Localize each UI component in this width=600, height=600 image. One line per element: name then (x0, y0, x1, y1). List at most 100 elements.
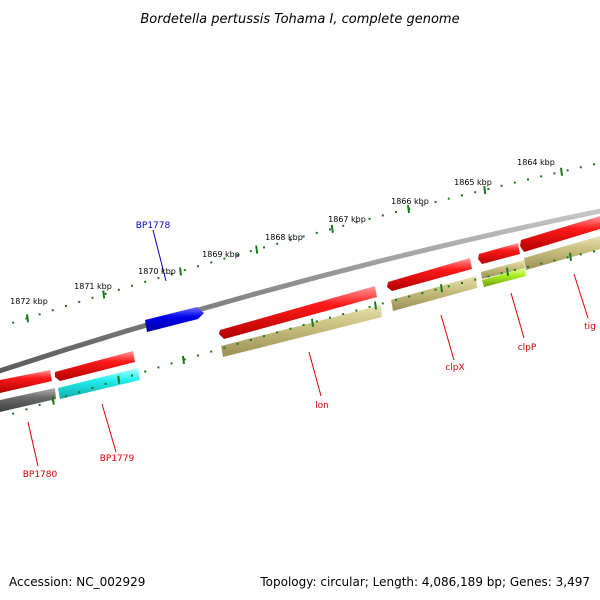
ruler-minor-tick (553, 172, 556, 175)
gene-bp1778-forward[interactable] (145, 307, 204, 332)
gene-clpx[interactable] (387, 258, 472, 291)
ruler-minor-tick (183, 358, 186, 361)
genome-backbone (0, 208, 600, 374)
ruler-minor-tick (65, 395, 67, 398)
ruler-minor-tick (355, 309, 358, 312)
leader-bp1778 (152, 229, 167, 282)
ruler-minor-tick (51, 309, 54, 312)
ruler-tick-label: 1868 kbp (265, 233, 303, 242)
label-lon[interactable]: lon (315, 401, 329, 411)
gene-tig[interactable] (520, 216, 600, 252)
ruler-minor-tick (12, 412, 15, 415)
ruler-major-tick (506, 267, 509, 276)
ruler-minor-tick (289, 327, 292, 330)
cog-bar-bp1780 (0, 388, 56, 412)
map-title: Bordetella pertussis Tohama I, complete … (140, 12, 459, 27)
ruler-minor-tick (381, 302, 384, 305)
ruler-minor-tick (91, 296, 94, 299)
ruler-tick-label: 1871 kbp (74, 282, 112, 291)
ruler-minor-tick (197, 265, 199, 268)
ruler-minor-tick (223, 346, 226, 349)
gene-clpp[interactable] (478, 243, 520, 264)
leader-bp1779 (101, 403, 117, 453)
ruler-minor-tick (421, 204, 424, 207)
ruler-minor-tick (223, 257, 226, 260)
label-bp1778[interactable]: BP1778 (136, 221, 171, 231)
cog-bar-clpx (391, 276, 477, 311)
ruler-minor-tick (395, 211, 397, 213)
gene-lon[interactable] (219, 286, 377, 339)
ruler-major-tick (182, 355, 185, 365)
ruler-minor-tick (329, 228, 331, 231)
ruler-minor-tick (540, 175, 543, 178)
ruler-minor-tick (197, 354, 199, 357)
ruler-major-tick (560, 167, 563, 176)
ruler-minor-tick (249, 250, 252, 253)
ruler-minor-tick (144, 280, 147, 283)
ruler-tick-label: 1872 kbp (10, 297, 48, 306)
label-bp1780[interactable]: BP1780 (23, 470, 58, 480)
cog-bar-clpp-lower (482, 268, 526, 287)
ruler-minor-tick (593, 163, 595, 166)
accession-text: Accession: NC_002929 (9, 575, 145, 589)
cog-bar-tig (524, 236, 600, 270)
ruler-minor-tick (12, 321, 15, 324)
ruler-minor-tick (434, 201, 437, 203)
label-tig[interactable]: tig (584, 322, 596, 332)
cog-bar-clpp-upper (481, 260, 525, 279)
gene-bp1780[interactable] (0, 370, 52, 393)
ruler-minor-tick (342, 313, 345, 316)
reverse-strand-features (0, 216, 600, 393)
forward-strand-features (145, 307, 204, 332)
ruler-minor-tick (38, 403, 41, 406)
ruler-minor-tick (540, 262, 543, 265)
ruler-minor-tick (500, 272, 503, 275)
ruler-minor-tick (25, 317, 28, 320)
ruler-minor-tick (579, 253, 582, 256)
ruler-minor-tick (408, 295, 411, 298)
ruler-minor-tick (579, 166, 582, 169)
ruler-minor-tick (249, 339, 252, 341)
ruler-minor-tick (25, 408, 28, 411)
ruler-minor-tick (157, 276, 160, 279)
ruler-minor-tick (117, 288, 120, 291)
ruler-minor-tick (461, 194, 463, 197)
ruler-minor-tick (447, 285, 450, 288)
ruler-minor-tick (447, 197, 450, 200)
ruler-major-tick (102, 290, 106, 299)
ruler-major-tick (330, 224, 334, 234)
ruler-minor-tick (461, 282, 463, 284)
ruler-tick-label: 1864 kbp (517, 158, 555, 167)
ruler-minor-tick (474, 278, 477, 281)
ruler-tick-label: 1867 kbp (328, 215, 366, 224)
genome-summary-text: Topology: circular; Length: 4,086,189 bp… (259, 575, 590, 589)
label-bp1779[interactable]: BP1779 (100, 454, 135, 464)
ruler-minor-tick (210, 261, 213, 264)
ruler-minor-tick (157, 366, 160, 369)
ruler-major-tick (26, 314, 29, 323)
ruler-minor-tick (500, 184, 503, 187)
ruler-minor-tick (65, 305, 67, 307)
label-clpp[interactable]: clpP (518, 343, 537, 353)
gene-bp1779[interactable] (55, 351, 135, 381)
ruler-minor-tick (104, 382, 107, 385)
leader-lon (308, 351, 322, 397)
ruler-minor-tick (104, 292, 107, 295)
ruler-minor-tick (527, 178, 529, 181)
ruler-minor-tick (302, 235, 305, 238)
cog-category-track (0, 236, 600, 412)
label-clpx[interactable]: clpX (445, 363, 464, 373)
ruler-minor-tick (368, 305, 371, 308)
ruler-minor-tick (131, 284, 133, 287)
ruler-minor-tick (302, 324, 305, 326)
ruler-minor-tick (170, 362, 173, 365)
ruler-major-tick (440, 284, 443, 293)
ruler-minor-tick (276, 242, 279, 245)
ruler-minor-tick (170, 273, 173, 275)
leader-clpp (510, 292, 525, 339)
ruler-minor-tick (38, 313, 41, 316)
ruler-minor-tick (78, 391, 81, 394)
ruler-minor-tick (434, 288, 437, 291)
ruler-minor-tick (342, 224, 345, 227)
ruler-tick-label: 1866 kbp (391, 197, 429, 206)
